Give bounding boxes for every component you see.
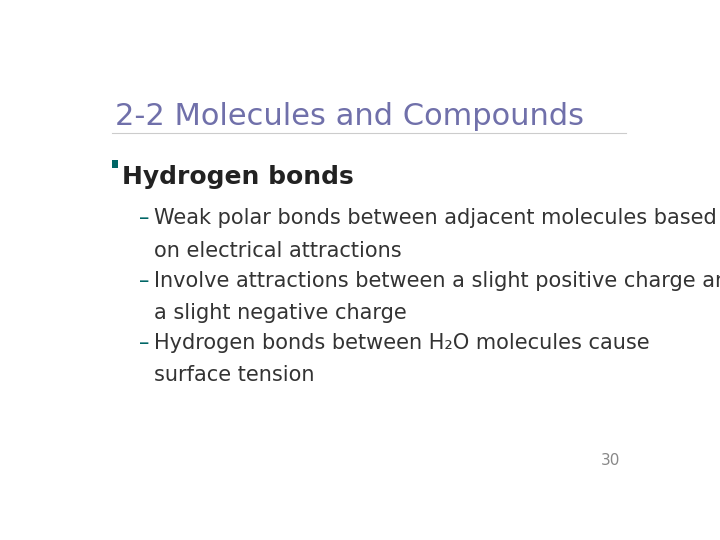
Text: Hydrogen bonds between H₂O molecules cause: Hydrogen bonds between H₂O molecules cau…	[154, 333, 649, 353]
Text: –: –	[139, 271, 150, 291]
Text: a slight negative charge: a slight negative charge	[154, 303, 407, 323]
Bar	[112, 160, 119, 168]
Text: –: –	[139, 208, 150, 228]
Text: Hydrogen bonds: Hydrogen bonds	[122, 165, 354, 188]
Text: surface tension: surface tension	[154, 366, 315, 386]
Text: on electrical attractions: on electrical attractions	[154, 241, 402, 261]
Text: 2-2 Molecules and Compounds: 2-2 Molecules and Compounds	[115, 102, 584, 131]
Text: Weak polar bonds between adjacent molecules based: Weak polar bonds between adjacent molecu…	[154, 208, 717, 228]
Text: –: –	[139, 333, 150, 353]
Text: Involve attractions between a slight positive charge and: Involve attractions between a slight pos…	[154, 271, 720, 291]
Text: 30: 30	[600, 453, 620, 468]
